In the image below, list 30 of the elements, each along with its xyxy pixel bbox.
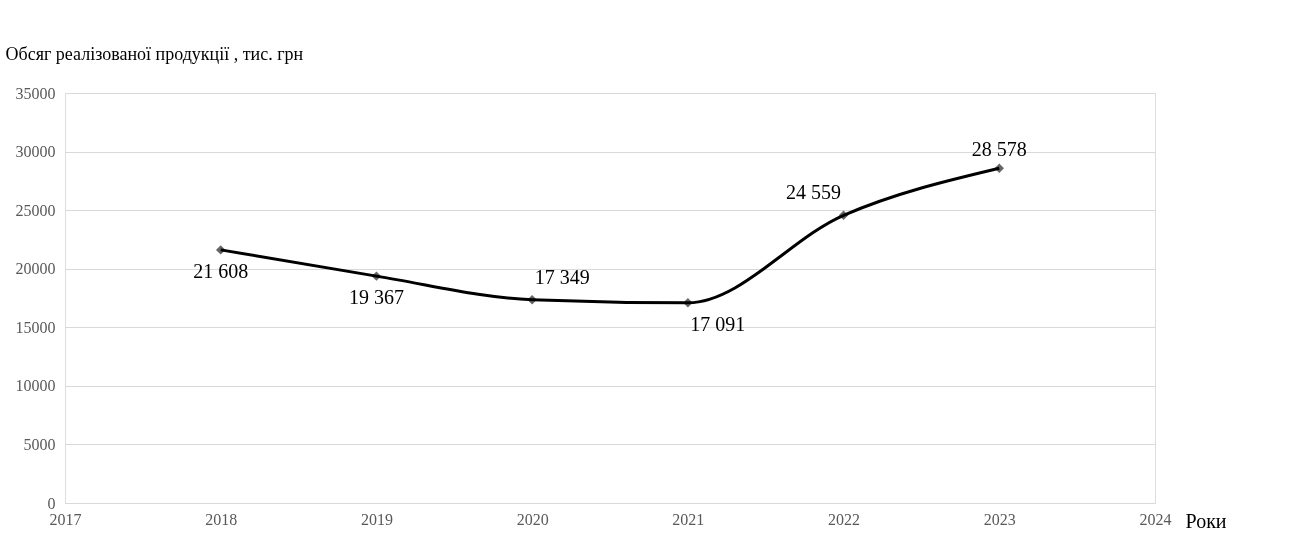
point bbox=[683, 298, 693, 308]
point bbox=[838, 210, 849, 221]
data-label: 24 559 bbox=[786, 181, 842, 204]
x-tick-label: 2018 bbox=[205, 510, 238, 528]
x-tick-label: 2024 bbox=[1139, 510, 1172, 528]
point bbox=[371, 271, 382, 281]
data-label: 19 367 bbox=[348, 286, 404, 309]
y-tick-label: 30000 bbox=[15, 143, 56, 161]
x-tick-label: 2017 bbox=[49, 510, 82, 528]
data-label: 17 091 bbox=[690, 312, 746, 335]
data-label: 17 349 bbox=[534, 265, 590, 288]
y-tick-label: 25000 bbox=[15, 201, 56, 219]
y-tick-label: 20000 bbox=[15, 260, 56, 278]
y-tick-label: 35000 bbox=[15, 84, 56, 102]
y-tick-label: 10000 bbox=[15, 377, 56, 395]
point bbox=[215, 245, 226, 255]
data-label: 28 578 bbox=[971, 138, 1027, 161]
y-tick-label: 5000 bbox=[23, 435, 56, 453]
y-tick-label: 0 bbox=[47, 494, 56, 512]
x-tick-label: 2021 bbox=[672, 510, 705, 528]
x-tick-label: 2023 bbox=[983, 510, 1016, 528]
point bbox=[527, 295, 537, 305]
data-label: 21 608 bbox=[193, 259, 249, 282]
y-axis-title: Обсяг реалізованої продукції , тис. грн bbox=[5, 43, 304, 64]
point bbox=[994, 163, 1005, 173]
x-tick-label: 2019 bbox=[360, 510, 393, 528]
x-axis-title: Роки bbox=[1185, 509, 1227, 532]
x-tick-label: 2020 bbox=[516, 510, 549, 528]
x-tick-label: 2022 bbox=[828, 510, 861, 528]
y-tick-label: 15000 bbox=[15, 318, 56, 336]
